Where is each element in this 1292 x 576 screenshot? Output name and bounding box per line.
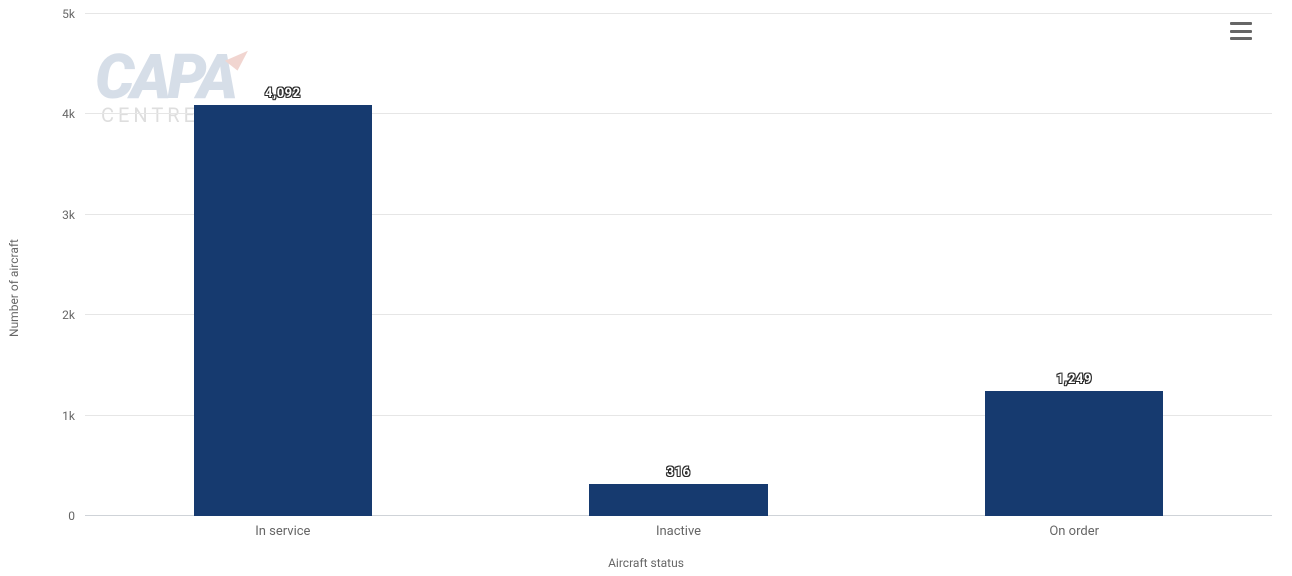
aircraft-status-chart: Number of aircraft Aircraft status CAPA … (0, 0, 1292, 576)
y-tick-label: 0 (68, 509, 85, 523)
watermark-arrow-icon (225, 43, 251, 70)
category-label: Inactive (656, 516, 701, 539)
y-axis-title: Number of aircraft (7, 239, 21, 337)
bar[interactable]: 4,092 (194, 105, 372, 516)
watermark-primary: CAPA (95, 52, 234, 105)
x-axis-title: Aircraft status (608, 556, 684, 570)
grid-line (85, 13, 1272, 14)
plot-area: CAPA CENTRE 01k2k3k4k5k4,092In service31… (85, 14, 1272, 516)
bar[interactable]: 1,249 (985, 391, 1163, 516)
y-tick-label: 2k (62, 308, 85, 322)
bar-value-label: 316 (667, 465, 691, 480)
category-label: In service (255, 516, 310, 539)
bar-value-label: 1,249 (1056, 372, 1092, 387)
y-tick-label: 1k (62, 409, 85, 423)
bar[interactable]: 316 (589, 484, 767, 516)
category-label: On order (1049, 516, 1099, 539)
y-tick-label: 5k (62, 7, 85, 21)
bar-value-label: 4,092 (265, 86, 301, 101)
y-tick-label: 4k (62, 107, 85, 121)
y-tick-label: 3k (62, 208, 85, 222)
